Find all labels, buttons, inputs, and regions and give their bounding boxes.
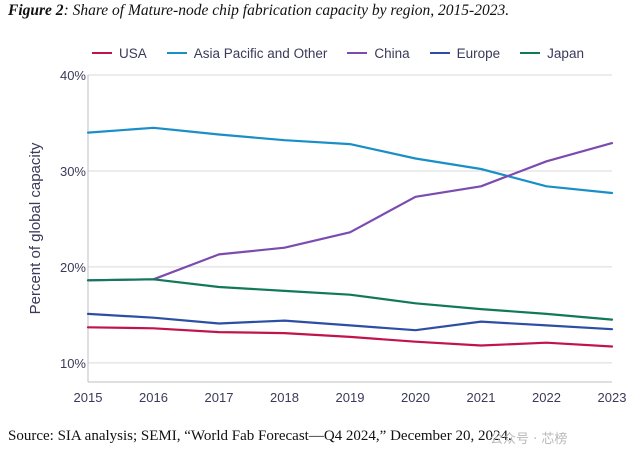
legend-label: Europe [456, 45, 501, 61]
x-tick-label: 2020 [401, 390, 430, 405]
watermark-text: 公众号 · 芯榜 [490, 432, 568, 447]
legend-swatch [520, 52, 541, 54]
figure-caption-lead: Figure 2 [8, 2, 64, 19]
series-line-europe [86, 312, 614, 332]
x-tick-label: 2022 [532, 390, 561, 405]
line-chart: 10% 20% 30% 40% 2015 2016 2017 2018 2019 2020 2021… [27, 68, 627, 405]
legend-swatch [429, 52, 450, 54]
legend-label: USA [119, 45, 147, 61]
legend-item-asia-pacific-and-other: Asia Pacific and Other [166, 45, 328, 61]
x-tick-label: 2015 [74, 390, 103, 405]
x-tick-label: 2019 [336, 390, 365, 405]
y-tick-label: 30% [60, 164, 86, 179]
legend-swatch [347, 52, 368, 54]
legend-swatch [166, 52, 187, 54]
legend-label: Japan [547, 45, 584, 61]
series-line-usa [86, 326, 614, 348]
legend-item-japan: Japan [520, 46, 584, 61]
figure-caption-text: : Share of Mature-node chip fabrication … [63, 2, 510, 19]
series-line-china [86, 142, 614, 282]
y-tick-label: 40% [60, 68, 86, 83]
y-axis-label: Percent of global capacity [27, 142, 44, 314]
x-tick-label: 2023 [598, 390, 627, 405]
x-tick-label: 2021 [467, 390, 496, 405]
legend-label: Asia Pacific and Other [193, 45, 328, 61]
y-tick-label: 10% [60, 356, 86, 371]
series-line-asia-pacific-and-other [86, 126, 614, 195]
x-tick-label: 2018 [270, 390, 299, 405]
legend-swatch [92, 52, 112, 54]
legend-item-china: China [347, 45, 410, 61]
legend-label: China [374, 45, 410, 61]
legend-item-usa: USA [92, 46, 147, 61]
figure-caption: Figure 2: Share of Mature-node chip fabr… [8, 2, 634, 20]
legend-item-europe: Europe [429, 45, 501, 61]
source-note: Source: SIA analysis; SEMI, “World Fab F… [8, 428, 512, 444]
series-line-japan [86, 278, 614, 321]
y-tick-label: 20% [60, 260, 86, 275]
chart-legend: USA Asia Pacific and Other China Europe Japa… [92, 44, 604, 62]
x-tick-label: 2017 [205, 390, 234, 405]
x-tick-label: 2016 [139, 390, 168, 405]
